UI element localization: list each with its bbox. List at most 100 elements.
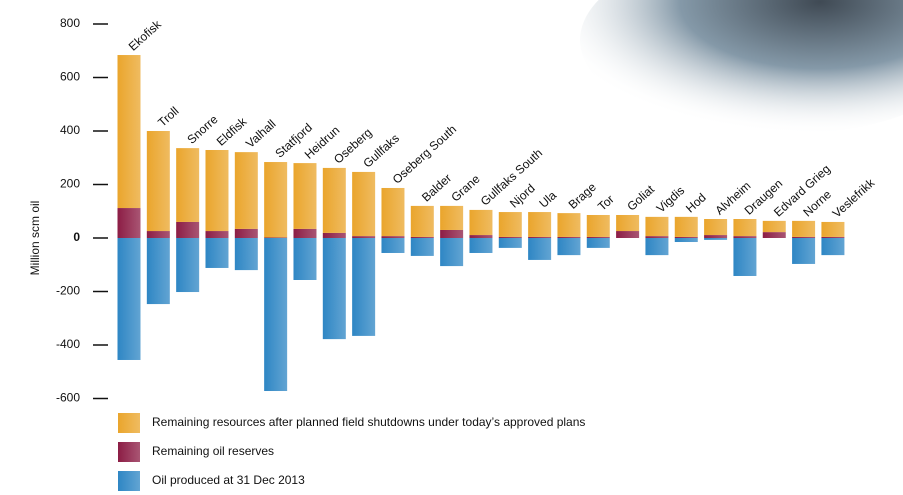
bar-segment bbox=[469, 209, 493, 236]
bar-segment bbox=[381, 236, 405, 238]
bar-segment bbox=[674, 236, 698, 238]
bar-segment bbox=[176, 221, 200, 238]
y-tick-label: -600 bbox=[56, 391, 80, 405]
bar-segment bbox=[645, 236, 669, 238]
bar-segment bbox=[557, 213, 581, 237]
bar-segment bbox=[146, 131, 170, 232]
category-label: Balder bbox=[419, 171, 454, 205]
bar-segment bbox=[410, 236, 434, 238]
y-tick-label: 0 bbox=[73, 230, 80, 244]
y-axis-label: Million scm oil bbox=[28, 201, 42, 276]
bar-segment bbox=[733, 238, 757, 276]
bar-segment bbox=[557, 238, 581, 256]
bar-segment bbox=[792, 220, 816, 237]
y-tick-label: -200 bbox=[56, 284, 80, 298]
bar-segment bbox=[616, 214, 640, 232]
bar-segment bbox=[674, 216, 698, 237]
bar-segment bbox=[586, 238, 610, 248]
bar-segment bbox=[704, 238, 728, 240]
bar-segment bbox=[410, 205, 434, 237]
bar-segment bbox=[410, 238, 434, 256]
bar-segment bbox=[498, 212, 522, 237]
bar-segment bbox=[674, 238, 698, 243]
bar-segment bbox=[293, 228, 317, 238]
bar-segment bbox=[293, 163, 317, 229]
bar-segment bbox=[146, 231, 170, 238]
bar-segment bbox=[117, 208, 141, 238]
category-label: Troll bbox=[155, 104, 181, 130]
bar-segment bbox=[645, 216, 669, 237]
bar-segment bbox=[821, 238, 845, 256]
category-label: Snorre bbox=[184, 112, 220, 147]
bar-segment bbox=[381, 238, 405, 253]
bar-segment bbox=[440, 238, 464, 267]
bar-segment bbox=[792, 238, 816, 264]
bar-segment bbox=[381, 187, 405, 237]
bar-segment bbox=[352, 171, 376, 237]
bar-segment bbox=[293, 238, 317, 280]
category-label: Goliat bbox=[624, 182, 657, 214]
bar-segment bbox=[205, 238, 229, 268]
legend-swatch bbox=[118, 442, 140, 462]
bar-segment bbox=[792, 236, 816, 238]
bar-segment bbox=[821, 236, 845, 238]
category-label: Brage bbox=[566, 180, 599, 212]
decoration bbox=[580, 0, 903, 135]
category-label: Ekofisk bbox=[126, 17, 165, 54]
bar-segment bbox=[528, 236, 552, 238]
bar-segment bbox=[234, 152, 258, 229]
bar-segment bbox=[322, 232, 346, 238]
bar-segment bbox=[176, 148, 200, 222]
bar-segment bbox=[469, 238, 493, 253]
bar-segment bbox=[322, 167, 346, 233]
legend-label: Remaining oil reserves bbox=[152, 444, 274, 458]
bar-segment bbox=[821, 221, 845, 237]
bar-segment bbox=[234, 238, 258, 271]
category-label: Ula bbox=[536, 188, 559, 211]
bar-segment bbox=[264, 237, 288, 238]
bar-segment bbox=[117, 238, 141, 360]
bar-segment bbox=[586, 214, 610, 237]
y-tick-label: 600 bbox=[60, 70, 80, 84]
bar-segment bbox=[440, 229, 464, 238]
bar-segment bbox=[762, 220, 786, 233]
category-label: Hod bbox=[683, 190, 709, 215]
bar-segment bbox=[733, 219, 757, 237]
bar-segment bbox=[498, 238, 522, 248]
bar-segment bbox=[322, 238, 346, 340]
legend-swatch bbox=[118, 471, 140, 491]
bar-segment bbox=[762, 232, 786, 238]
bar-segment bbox=[498, 236, 522, 238]
bar-segment bbox=[557, 236, 581, 238]
y-tick-label: 800 bbox=[60, 16, 80, 30]
category-label: Valhall bbox=[243, 117, 278, 151]
y-tick-label: 200 bbox=[60, 177, 80, 191]
category-label: Grane bbox=[448, 172, 482, 205]
bar-segment bbox=[586, 236, 610, 238]
bar-segment bbox=[733, 236, 757, 238]
bar-segment bbox=[146, 238, 170, 305]
bar-segment bbox=[440, 205, 464, 230]
bar-segment bbox=[352, 236, 376, 238]
bar-segment bbox=[264, 238, 288, 392]
category-label: Veslefrikk bbox=[830, 175, 878, 220]
category-label: Tor bbox=[595, 192, 617, 214]
legend-label: Remaining resources after planned field … bbox=[152, 415, 585, 429]
bar-segment bbox=[176, 238, 200, 293]
bar-segment bbox=[704, 219, 728, 236]
bar-segment bbox=[469, 235, 493, 238]
legend-swatch bbox=[118, 413, 140, 433]
bar-segment bbox=[205, 149, 229, 232]
bar-segment bbox=[645, 238, 669, 256]
bar-segment bbox=[117, 55, 141, 209]
bar-segment bbox=[264, 162, 288, 238]
bar-segment bbox=[528, 212, 552, 237]
bar-segment bbox=[616, 231, 640, 238]
bar-segment bbox=[528, 238, 552, 260]
bar-segment bbox=[205, 231, 229, 238]
bar-segment bbox=[352, 238, 376, 336]
category-label: Vigdis bbox=[654, 183, 687, 215]
bar-segment bbox=[704, 235, 728, 238]
y-tick-label: -400 bbox=[56, 337, 80, 351]
